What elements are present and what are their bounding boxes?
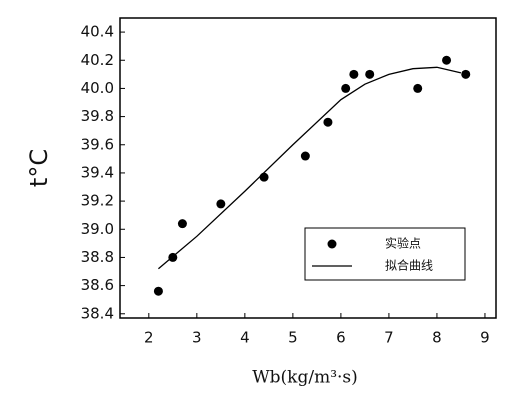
data-point [259, 172, 269, 182]
legend-label: 拟合曲线 [385, 258, 433, 273]
plot-frame [119, 17, 497, 319]
legend-label: 实验点 [385, 236, 421, 251]
data-point [323, 117, 333, 127]
x-tick-label: 6 [336, 329, 346, 347]
data-point [341, 83, 351, 93]
data-point [442, 55, 452, 65]
y-tick-label: 39.8 [81, 107, 114, 125]
x-tick-label: 2 [144, 329, 154, 347]
x-tick-label: 4 [240, 329, 250, 347]
y-tick-label: 40.0 [81, 79, 114, 97]
x-tick-label: 9 [480, 329, 490, 347]
y-tick-label: 38.6 [81, 276, 114, 294]
data-point [413, 83, 423, 93]
x-axis-label: Wb(kg/m³·s) [252, 368, 358, 388]
y-tick-label: 38.4 [81, 304, 114, 322]
data-point [300, 151, 310, 161]
legend-box [304, 227, 466, 281]
y-tick-label: 39.4 [81, 163, 114, 181]
data-point [349, 69, 359, 79]
y-tick-label: 38.8 [81, 248, 114, 266]
data-point [461, 69, 471, 79]
x-tick-label: 5 [288, 329, 298, 347]
legend-swatch [327, 239, 337, 249]
x-tick-label: 8 [432, 329, 442, 347]
y-axis-label: t°C [25, 149, 53, 187]
fit-line [157, 66, 462, 270]
data-point [216, 199, 226, 209]
x-tick-label: 3 [192, 329, 202, 347]
y-tick-label: 39.6 [81, 135, 114, 153]
data-point [153, 286, 163, 296]
y-tick-label: 39.0 [81, 220, 114, 238]
x-tick-label: 7 [384, 329, 394, 347]
y-tick-label: 39.2 [81, 192, 114, 210]
data-point [177, 219, 187, 229]
y-tick-label: 40.4 [81, 23, 114, 41]
y-tick-label: 40.2 [81, 51, 114, 69]
data-point [365, 69, 375, 79]
